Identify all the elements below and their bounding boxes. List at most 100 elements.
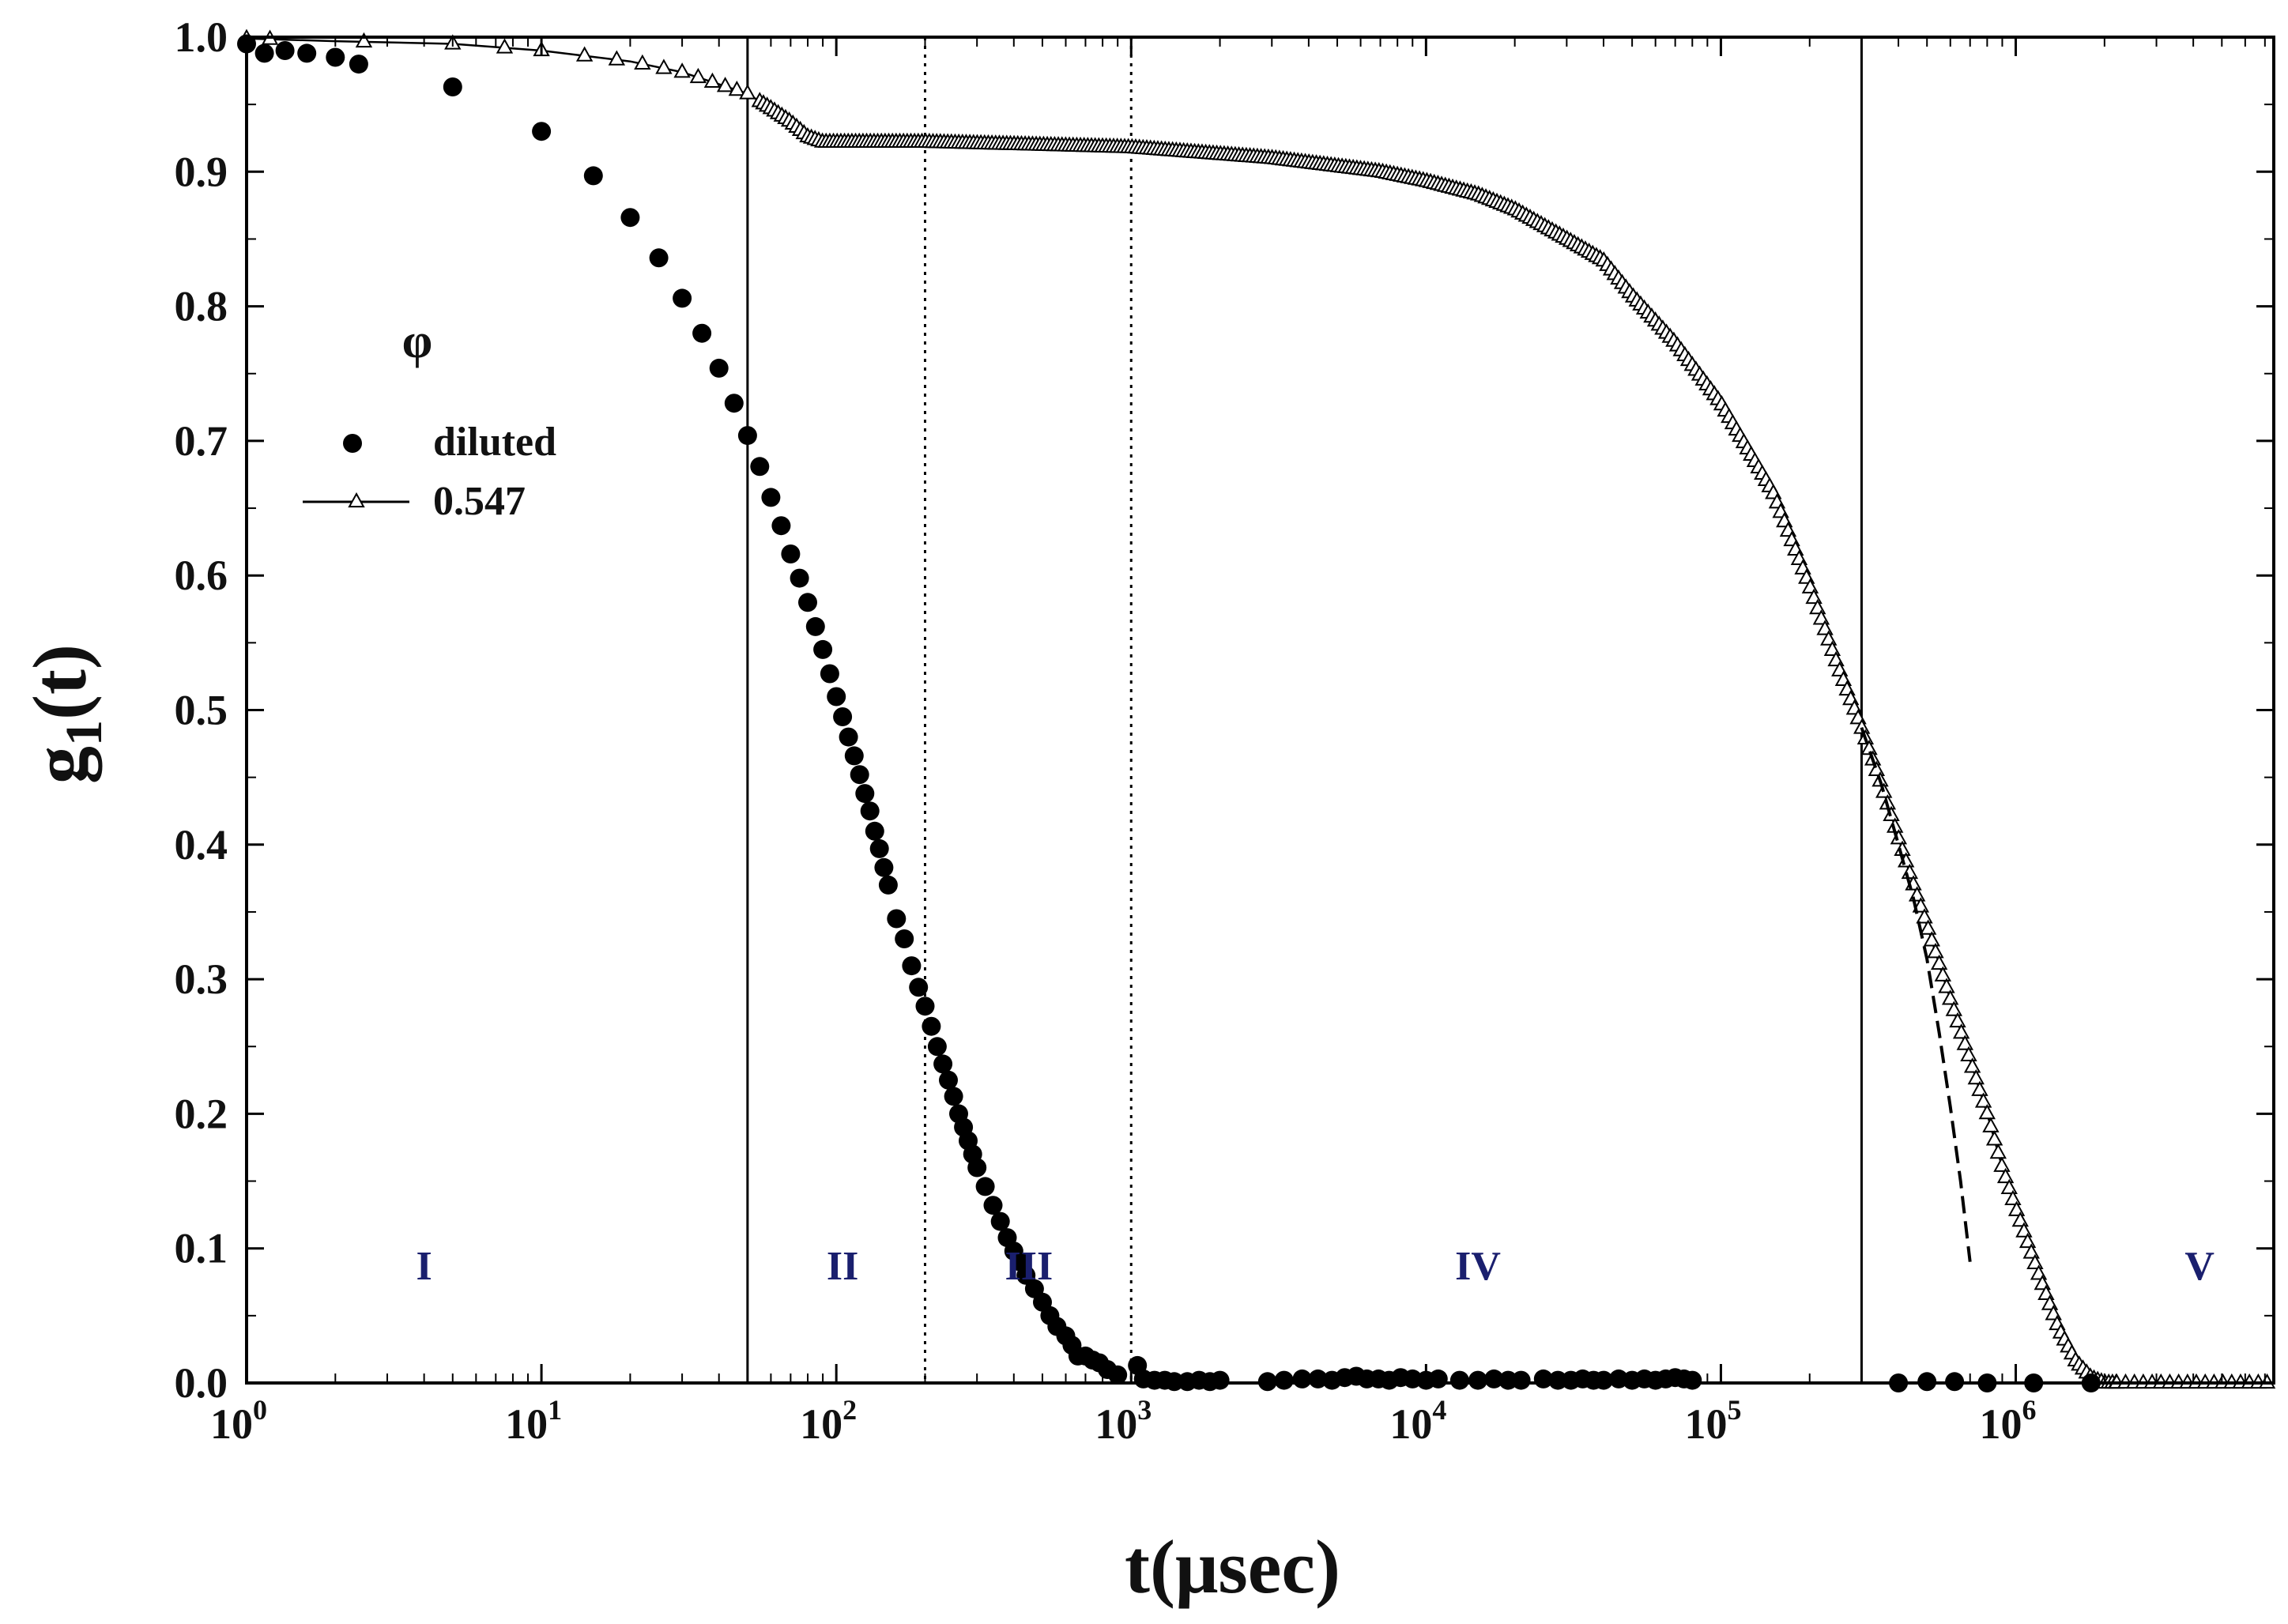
series-diluted-point-44 [939,1070,958,1090]
series-0547-point-352 [1989,1143,2007,1159]
x-tick-label-exponent: 1 [548,1394,562,1426]
series-diluted-point-2 [275,41,295,60]
series-diluted-point-99 [1548,1370,1568,1390]
series-diluted-point-41 [922,1016,941,1036]
x-axis: 100 101 102 103 104 105 106 [210,37,2266,1448]
series-diluted-point-43 [933,1054,953,1074]
series-diluted-point-31 [860,801,880,821]
series-0547-point-7 [608,50,626,66]
series-diluted-point-24 [820,664,839,684]
y-tick-label-5: 0.5 [175,687,228,734]
region-label-II: II [827,1244,858,1289]
x-tick-label-base: 10 [1684,1400,1727,1448]
series-diluted-point-8 [583,166,603,186]
series-0547-point-344 [1960,1046,1977,1062]
x-tick-label-0: 100 [210,1394,267,1448]
series-diluted-point-92 [1428,1369,1448,1389]
x-tick-label-4: 104 [1389,1394,1446,1448]
series-diluted-point-12 [692,323,712,343]
series-0547-point-336 [1930,954,1948,970]
series-diluted-point-1 [254,43,274,63]
series-diluted-point-22 [805,616,825,636]
x-tick-label-exponent: 6 [2022,1394,2037,1426]
series-0547-point-332 [1916,908,1933,924]
series-diluted-point-9 [620,208,640,228]
fit-curve [1860,726,1972,1262]
series-0547-point-342 [1952,1023,1970,1039]
series-0547-point-333 [1919,919,1937,935]
series-diluted-point-40 [915,997,935,1016]
y-tick-label-1: 0.1 [175,1225,228,1272]
series-diluted-point-35 [878,875,898,895]
x-tick-label-1: 101 [505,1394,562,1448]
series-diluted-point-34 [874,857,894,877]
series-diluted-point-19 [781,544,801,563]
y-tick-label-10: 1.0 [175,13,228,61]
series-diluted-point-97 [1511,1370,1531,1390]
region-label-V: V [2184,1244,2214,1289]
y-tick-label-7: 0.7 [175,417,228,465]
series-diluted-point-20 [790,568,809,588]
series-diluted-point-5 [349,55,368,74]
legend-label-diluted: diluted [433,420,556,465]
series-0547-point-9 [655,58,673,74]
series-0547-point-14 [728,80,746,96]
series-0547-point-8 [634,54,651,70]
series-0547-point-10 [673,62,691,78]
x-axis-title: t(μsec) [1125,1524,1340,1609]
series-diluted-point-4 [326,47,345,67]
series-diluted-point-30 [855,784,875,804]
series-diluted-point-33 [869,838,889,858]
series-diluted-point-53 [990,1211,1010,1231]
series-0547-point-11 [689,67,707,84]
series-diluted-point-26 [833,707,853,726]
series-diluted-point-16 [750,457,770,477]
series-diluted-point-18 [771,516,791,536]
x-tick-label-6: 106 [1980,1394,2037,1448]
series-0547-point-341 [1949,1012,1966,1028]
series-diluted-point-29 [850,765,869,785]
region-label-III: III [1005,1244,1054,1289]
x-tick-label-base: 10 [210,1400,253,1448]
series-diluted-point-28 [844,746,864,766]
series-diluted-point-36 [887,909,907,929]
x-tick-label-3: 103 [1095,1394,1152,1448]
series-diluted-point-14 [724,394,744,413]
series-diluted-point-23 [813,639,833,659]
legend-marker-diluted [343,434,362,453]
series-diluted-point-32 [865,821,884,841]
legend-title: φ [402,315,433,368]
region-labels: I II III IV V [416,1244,2214,1289]
y-axis-title-subscript: 1 [55,720,113,746]
series-0547-point-334 [1923,931,1941,947]
series-diluted-point-51 [975,1177,995,1196]
series-diluted-point-25 [827,687,846,706]
series-0547-point-343 [1956,1034,1974,1050]
series-0547-point-6 [575,46,594,62]
series-diluted-point-7 [532,122,552,141]
y-tick-label-6: 0.6 [175,552,228,599]
series-diluted-point-13 [709,358,729,378]
series-diluted-point-39 [909,978,929,997]
series-diluted-point-52 [983,1196,1003,1215]
x-tick-label-2: 102 [800,1394,857,1448]
series-0547-point-15 [739,84,756,100]
series-0547-point-337 [1934,966,1952,982]
series-0547-point-354 [1996,1167,2015,1184]
series-diluted-point-50 [967,1158,987,1177]
series-diluted-point-17 [761,488,781,507]
series-0547-point-351 [1985,1130,2003,1146]
x-tick-label-exponent: 5 [1727,1394,1741,1426]
series-0547-point-338 [1938,978,1955,993]
x-tick-label-exponent: 4 [1432,1394,1446,1426]
series-0547-point-335 [1927,943,1944,959]
y-tick-label-4: 0.4 [175,821,228,869]
series-diluted [237,34,2101,1392]
x-tick-label-base: 10 [1980,1400,2022,1448]
series-0547-point-349 [1978,1104,1996,1120]
series-0547-point-350 [1982,1117,2000,1132]
series-diluted-point-6 [443,77,462,96]
y-tick-label-3: 0.3 [175,955,228,1003]
x-tick-label-exponent: 3 [1137,1394,1152,1426]
